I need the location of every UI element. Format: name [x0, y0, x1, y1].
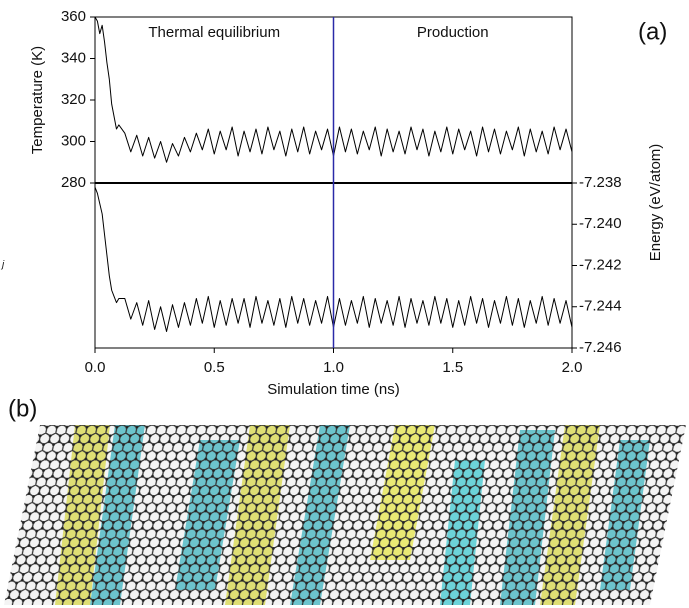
x-tick-label: 0.5: [204, 359, 225, 376]
side-note: j: [0, 260, 5, 271]
y-tick-label: 300: [61, 132, 86, 149]
series-line: [94, 16, 573, 163]
x-tick-label: 0.0: [85, 359, 106, 376]
y-tick-label: 320: [61, 91, 86, 108]
x-tick-label: 2.0: [562, 359, 583, 376]
y2-axis-label: Energy (eV/atom): [647, 144, 664, 262]
y2-tick-label: -7.246: [579, 339, 622, 356]
x-tick-label: 1.5: [442, 359, 463, 376]
series-line: [94, 186, 573, 332]
y-tick-label: 340: [61, 49, 86, 66]
lattice-image: [4, 425, 686, 605]
x-axis-label: Simulation time (ns): [267, 381, 400, 398]
panel-label: (b): [8, 395, 37, 422]
annotation: Production: [417, 24, 489, 41]
y2-tick-label: -7.238: [579, 174, 622, 191]
y-axis-label: Temperature (K): [29, 46, 46, 154]
annotation: Thermal equilibrium: [148, 24, 280, 41]
y2-tick-label: -7.244: [579, 298, 622, 315]
y-tick-label: 360: [61, 8, 86, 25]
panel-label: (a): [638, 18, 667, 45]
x-tick-label: 1.0: [323, 359, 344, 376]
y2-tick-label: -7.242: [579, 256, 622, 273]
y-tick-label: 280: [61, 174, 86, 191]
y2-tick-label: -7.240: [579, 215, 622, 232]
